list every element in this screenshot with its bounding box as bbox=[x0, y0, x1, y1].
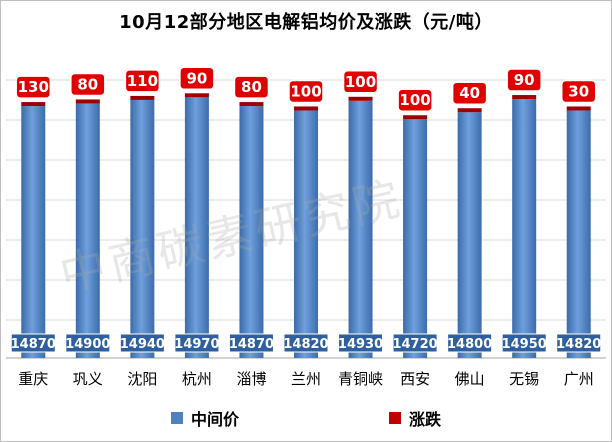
change-label-box bbox=[560, 79, 597, 104]
change-data-label: 80 bbox=[77, 75, 98, 93]
median-data-label: 14870 bbox=[229, 337, 274, 352]
x-tick-label: 淄博 bbox=[236, 370, 266, 388]
x-tick-label: 无锡 bbox=[509, 370, 539, 388]
median-data-label: 14820 bbox=[283, 337, 328, 352]
legend-swatch-median bbox=[170, 412, 183, 424]
median-label-box bbox=[447, 333, 493, 353]
change-label-box bbox=[179, 66, 215, 91]
median-data-label: 14870 bbox=[11, 337, 56, 352]
median-label-box bbox=[228, 333, 274, 353]
change-data-label: 40 bbox=[459, 84, 480, 102]
change-data-label: 30 bbox=[568, 82, 589, 100]
x-tick-label: 青铜峡 bbox=[338, 370, 383, 388]
change-label-box bbox=[70, 72, 106, 97]
change-label-box bbox=[288, 79, 324, 104]
bar-median bbox=[130, 99, 155, 358]
bar-median bbox=[294, 110, 318, 358]
change-data-label: 110 bbox=[127, 72, 158, 90]
legend-item-median: 中间价 bbox=[170, 406, 239, 430]
change-data-label: 130 bbox=[18, 78, 49, 96]
x-tick-label: 佛山 bbox=[455, 370, 485, 388]
median-label-box bbox=[283, 333, 329, 353]
change-data-label: 100 bbox=[399, 91, 430, 109]
median-data-label: 14930 bbox=[338, 337, 383, 352]
bar-change bbox=[403, 115, 428, 120]
bar-median bbox=[403, 119, 428, 358]
change-data-label: 80 bbox=[241, 78, 262, 96]
median-label-box bbox=[556, 333, 602, 353]
change-label-box bbox=[233, 75, 270, 99]
bar-change bbox=[294, 106, 318, 111]
change-label-box bbox=[15, 75, 52, 99]
median-label-box bbox=[174, 333, 220, 353]
median-label-box bbox=[338, 333, 384, 353]
bar-median bbox=[239, 106, 264, 358]
median-data-label: 14820 bbox=[556, 337, 601, 352]
bar-change bbox=[566, 106, 591, 111]
legend-swatch-change bbox=[389, 412, 401, 424]
change-data-label: 100 bbox=[345, 73, 376, 91]
median-label-box bbox=[501, 333, 547, 353]
median-data-label: 14940 bbox=[120, 337, 165, 352]
change-data-label: 100 bbox=[290, 82, 321, 100]
legend-label-change: 涨跌 bbox=[409, 410, 442, 429]
chart-title: 10月12部分地区电解铝均价及涨跌（元/吨） bbox=[119, 12, 493, 33]
change-label-box bbox=[451, 81, 488, 105]
median-label-box bbox=[119, 333, 165, 353]
change-label-box bbox=[342, 70, 379, 94]
change-data-label: 90 bbox=[186, 69, 207, 87]
bar-change bbox=[457, 108, 482, 113]
x-tick-label: 杭州 bbox=[182, 370, 212, 388]
legend-label-median: 中间价 bbox=[190, 410, 239, 429]
median-data-label: 14900 bbox=[65, 337, 110, 352]
bar-change bbox=[512, 95, 537, 100]
median-data-label: 14720 bbox=[392, 337, 437, 352]
x-tick-label: 西安 bbox=[400, 370, 430, 388]
median-label-box bbox=[65, 333, 111, 353]
bar-median bbox=[566, 110, 591, 358]
bar-change bbox=[130, 95, 155, 100]
change-label-box bbox=[124, 69, 161, 93]
x-tick-label: 兰州 bbox=[291, 370, 321, 388]
x-tick-label: 沈阳 bbox=[127, 370, 157, 388]
median-data-label: 14950 bbox=[502, 337, 547, 352]
x-tick-label: 重庆 bbox=[18, 370, 48, 388]
median-data-label: 14800 bbox=[447, 337, 492, 352]
bar-median bbox=[348, 100, 373, 359]
bar-change bbox=[348, 96, 373, 101]
x-tick-label: 巩义 bbox=[73, 370, 103, 388]
bar-median bbox=[457, 112, 482, 358]
change-data-label: 90 bbox=[514, 71, 535, 89]
bar-median bbox=[184, 97, 209, 359]
change-label-box bbox=[397, 88, 433, 112]
bar-change bbox=[184, 93, 209, 98]
x-tick-label: 广州 bbox=[564, 370, 594, 388]
median-data-label: 14970 bbox=[174, 337, 219, 352]
bar-median bbox=[75, 103, 100, 358]
median-label-box bbox=[392, 333, 438, 353]
legend: 中间价 涨跌 bbox=[0, 406, 612, 430]
bar-change bbox=[239, 102, 264, 107]
bar-change bbox=[75, 99, 100, 104]
bar-median bbox=[512, 99, 537, 359]
legend-item-change: 涨跌 bbox=[389, 406, 441, 430]
change-label-box bbox=[506, 68, 542, 92]
bar-change bbox=[21, 102, 46, 107]
bar-median bbox=[21, 106, 46, 358]
median-label-box bbox=[10, 333, 56, 353]
